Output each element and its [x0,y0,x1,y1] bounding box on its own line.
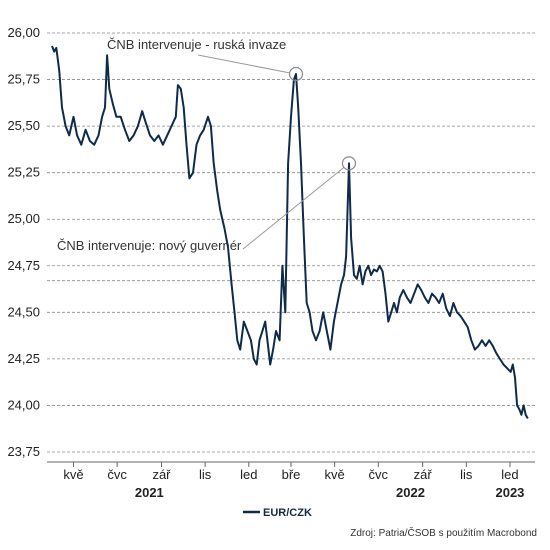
y-tick-label: 23,75 [7,444,40,459]
x-tick-label: led [240,467,257,482]
series-layer [51,45,529,419]
source-note: Zdroj: Patria/ČSOB s použitím Macrobond [350,526,537,539]
x-tick-label: kvě [63,467,83,482]
y-tick-label: 25,50 [7,118,40,133]
x-tick-label: kvě [325,467,345,482]
x-tick-label: čvc [369,467,389,482]
x-tick-label: zář [414,467,433,482]
y-tick-label: 25,75 [7,72,40,87]
legend-label: EUR/CZK [263,507,312,519]
x-tick-label: bře [282,467,301,482]
y-tick-label: 24,00 [7,397,40,412]
x-year-label: 2022 [396,485,425,500]
x-tick-label: lis [460,467,473,482]
annotation-label-invaze: ČNB intervenuje - ruská invaze [107,37,286,52]
y-tick-label: 25,00 [7,211,40,226]
x-year-label: 2021 [135,485,164,500]
y-tick-label: 25,25 [7,165,40,180]
x-tick-label: led [501,467,518,482]
y-tick-label: 24,75 [7,258,40,273]
annotation-marker-guverner [341,156,357,171]
annotation-marker-invaze [288,66,304,82]
y-tick-label: 26,00 [7,25,40,40]
grid-lines [47,32,535,453]
x-tick-label: zář [152,467,171,482]
x-axis-ticks: kvě čvc zář lis led bře kvě čvc zář lis led 2021 202… [63,462,524,500]
y-tick-label: 24,50 [7,304,40,319]
legend: EUR/CZK [243,507,312,519]
annotation-leader-invaze [197,54,291,74]
x-tick-label: lis [199,467,212,482]
y-axis-ticks: 26,00 25,75 25,50 25,25 25,00 24,75 24,50 24,25… [7,25,40,459]
annotation-label-guverner: ČNB intervenuje: nový guvernér [57,238,242,253]
annotation-leader-guverner [242,166,345,250]
x-tick-label: čvc [107,467,127,482]
x-year-label: 2023 [495,485,524,500]
y-tick-label: 24,25 [7,351,40,366]
annotations: ČNB intervenuje - ruská invaze ČNB interv… [57,37,357,253]
series-line-eurczk [51,45,529,419]
